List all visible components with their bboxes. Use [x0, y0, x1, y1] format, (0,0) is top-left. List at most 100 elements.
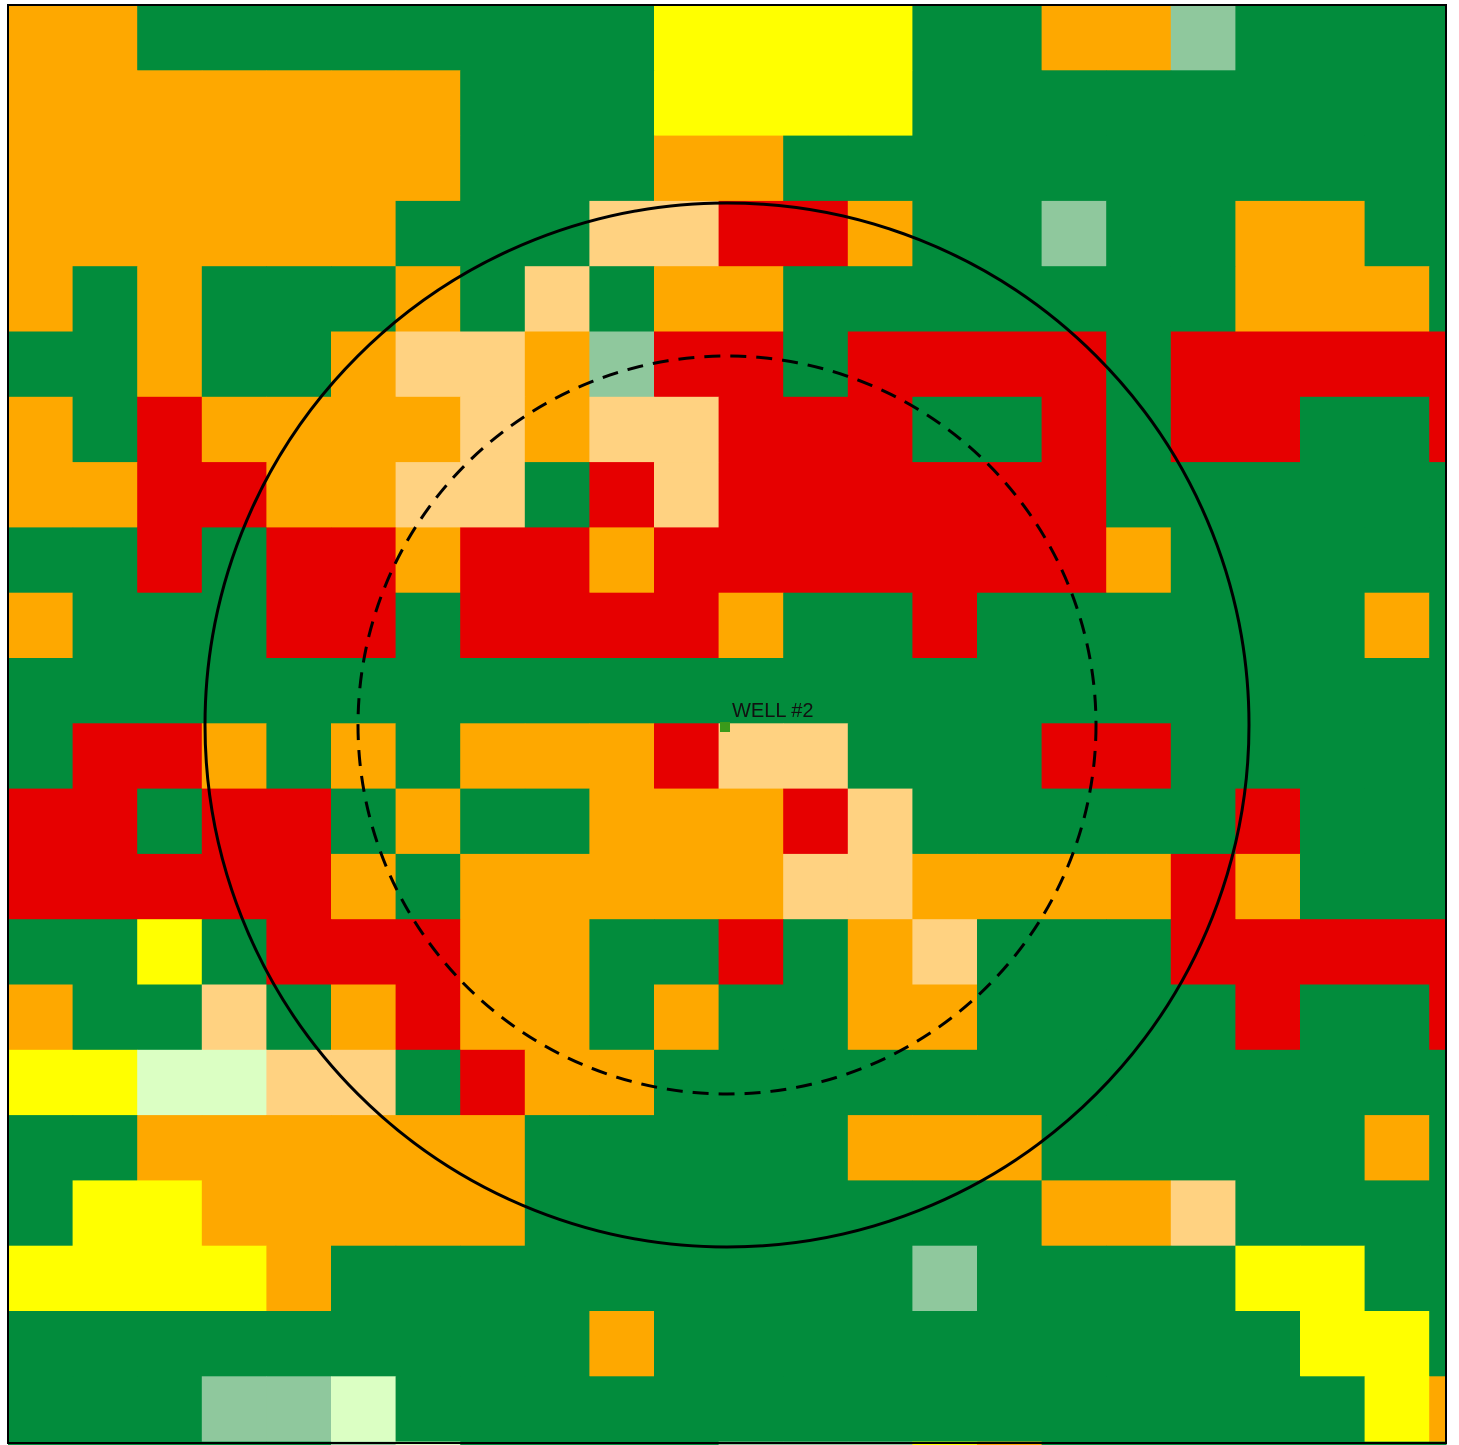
- grid-cell: [912, 984, 978, 1051]
- grid-cell: [718, 919, 784, 986]
- grid-cell: [1041, 1376, 1107, 1443]
- grid-cell: [201, 266, 267, 333]
- grid-cell: [460, 527, 526, 594]
- grid-cell: [137, 1115, 203, 1181]
- grid-cell: [1106, 70, 1172, 137]
- grid-cell: [1235, 592, 1301, 659]
- grid-cell: [8, 658, 74, 724]
- grid-cell: [1429, 1049, 1447, 1116]
- grid-cell: [1429, 1311, 1447, 1377]
- grid-cell: [72, 1376, 138, 1443]
- grid-cell: [524, 788, 590, 855]
- grid-cell: [1429, 331, 1447, 398]
- grid-cell: [524, 1311, 590, 1377]
- grid-cell: [72, 1049, 138, 1116]
- grid-cell: [1170, 592, 1236, 659]
- grid-cell: [1429, 1245, 1447, 1312]
- grid-cell: [460, 658, 526, 724]
- grid-cell: [266, 266, 332, 333]
- grid-cell: [460, 70, 526, 137]
- grid-cell: [1170, 658, 1236, 724]
- grid-cell: [524, 396, 590, 463]
- well-marker-icon[interactable]: [720, 722, 730, 732]
- grid-cell: [1300, 1049, 1366, 1116]
- grid-cell: [137, 527, 203, 594]
- land-cover-grid: [8, 5, 1447, 1445]
- grid-cell: [1041, 396, 1107, 463]
- grid-cell: [847, 853, 913, 920]
- grid-cell: [524, 1376, 590, 1443]
- grid-cell: [589, 1245, 655, 1312]
- grid-cell: [1170, 462, 1236, 528]
- grid-cell: [783, 462, 849, 528]
- grid-cell: [912, 331, 978, 398]
- grid-cell: [331, 788, 397, 855]
- grid-cell: [524, 5, 590, 71]
- grid-cell: [201, 200, 267, 267]
- grid-cell: [395, 853, 461, 920]
- grid-cell: [589, 1311, 655, 1377]
- grid-cell: [460, 723, 526, 790]
- grid-cell: [1364, 1376, 1430, 1443]
- grid-cell: [524, 1180, 590, 1247]
- grid-cell: [1364, 527, 1430, 594]
- grid-cell: [266, 462, 332, 528]
- grid-cell: [266, 1049, 332, 1116]
- grid-cell: [266, 723, 332, 790]
- grid-cell: [718, 266, 784, 333]
- grid-cell: [912, 658, 978, 724]
- grid-cell: [201, 331, 267, 398]
- grid-cell: [589, 135, 655, 202]
- grid-cell: [847, 723, 913, 790]
- grid-cell: [72, 1115, 138, 1181]
- grid-cell: [1300, 1311, 1366, 1377]
- grid-cell: [718, 5, 784, 71]
- grid-cell: [1364, 5, 1430, 71]
- grid-cell: [266, 658, 332, 724]
- grid-cell: [1170, 5, 1236, 71]
- grid-cell: [847, 984, 913, 1051]
- grid-cell: [331, 1311, 397, 1377]
- grid-cell: [783, 1245, 849, 1312]
- grid-cell: [1364, 788, 1430, 855]
- grid-cell: [1170, 266, 1236, 333]
- grid-cell: [1429, 200, 1447, 267]
- grid-cell: [201, 1311, 267, 1377]
- grid-cell: [1429, 462, 1447, 528]
- grid-cell: [524, 462, 590, 528]
- grid-cell: [1041, 853, 1107, 920]
- grid-cell: [977, 1245, 1043, 1312]
- grid-cell: [1429, 919, 1447, 986]
- grid-cell: [1364, 331, 1430, 398]
- grid-cell: [1041, 70, 1107, 137]
- grid-cell: [137, 200, 203, 267]
- grid-cell: [783, 984, 849, 1051]
- grid-cell: [912, 788, 978, 855]
- grid-cell: [1106, 984, 1172, 1051]
- grid-cell: [8, 462, 74, 528]
- grid-cell: [266, 1311, 332, 1377]
- grid-cell: [395, 1049, 461, 1116]
- grid-cell: [1429, 788, 1447, 855]
- grid-cell: [266, 919, 332, 986]
- grid-cell: [460, 200, 526, 267]
- grid-cell: [266, 1376, 332, 1443]
- grid-cell: [1170, 331, 1236, 398]
- grid-cell: [460, 135, 526, 202]
- grid-cell: [1041, 135, 1107, 202]
- grid-cell: [8, 1245, 74, 1312]
- grid-cell: [977, 1180, 1043, 1247]
- grid-cell: [137, 462, 203, 528]
- grid-cell: [654, 788, 720, 855]
- grid-cell: [1300, 1180, 1366, 1247]
- grid-cell: [266, 1180, 332, 1247]
- grid-cell: [654, 658, 720, 724]
- grid-cell: [137, 984, 203, 1051]
- grid-cell: [395, 984, 461, 1051]
- grid-cell: [912, 200, 978, 267]
- grid-cell: [977, 5, 1043, 71]
- grid-cell: [847, 462, 913, 528]
- grid-cell: [977, 919, 1043, 986]
- grid-cell: [331, 919, 397, 986]
- grid-cell: [654, 527, 720, 594]
